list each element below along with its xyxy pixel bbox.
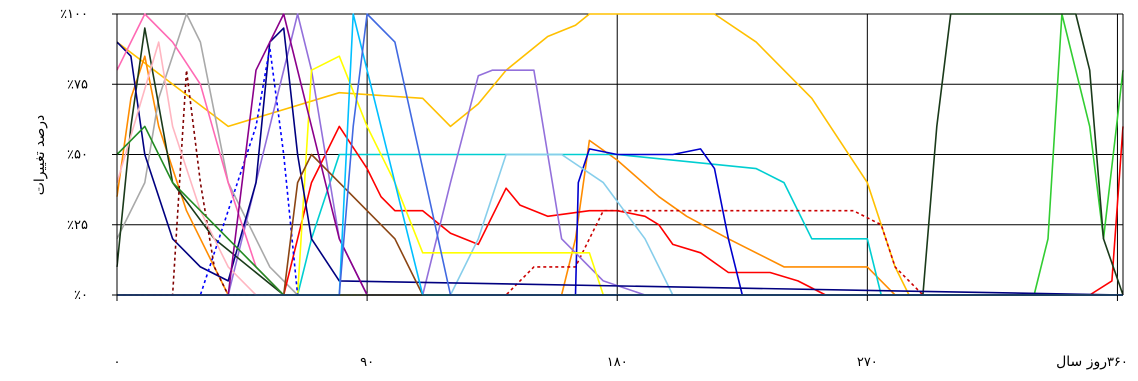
x-tick-label: ۹۰	[360, 355, 374, 370]
series-line-5	[117, 125, 1124, 296]
x-axis-label: روز سال	[1056, 354, 1107, 370]
series-line-16	[117, 153, 1123, 296]
series-line-6	[117, 209, 1123, 296]
x-tick-label: ۲۷۰	[857, 355, 878, 370]
series-line-18	[116, 41, 1123, 296]
series-line-14	[117, 46, 1123, 296]
y-tick-label: ٪۱۰۰	[60, 7, 88, 22]
x-tick-label: ۱۸۰	[607, 355, 628, 370]
series-line-10	[117, 55, 1123, 296]
y-tick-label: ٪۷۵	[67, 77, 88, 92]
y-tick-labels: ٪۰ ٪۲۵ ٪۵۰ ٪۷۵ ٪۱۰۰	[60, 7, 88, 303]
y-axis-label: درصد تغییرات	[32, 115, 48, 196]
series-line-7	[117, 148, 1123, 296]
y-tick-label: ٪۵۰	[67, 148, 88, 163]
series-line-9	[117, 153, 1123, 296]
series-line-2	[116, 55, 1123, 296]
axes	[112, 13, 1124, 301]
y-tick-label: ٪۲۵	[67, 218, 88, 233]
series-line-19	[117, 13, 1123, 296]
series-line-1	[116, 13, 1123, 296]
y-tick-label: ٪۰	[74, 288, 88, 303]
series-line-13	[116, 27, 1124, 296]
series-line-8	[117, 13, 1123, 296]
series-line-3	[116, 13, 1123, 296]
x-tick-labels: ۰ ۹۰ ۱۸۰ ۲۷۰ ۳۶۰	[114, 355, 1128, 370]
x-tick-label: ۳۶۰	[1107, 355, 1128, 370]
x-tick-label: ۰	[114, 355, 121, 370]
